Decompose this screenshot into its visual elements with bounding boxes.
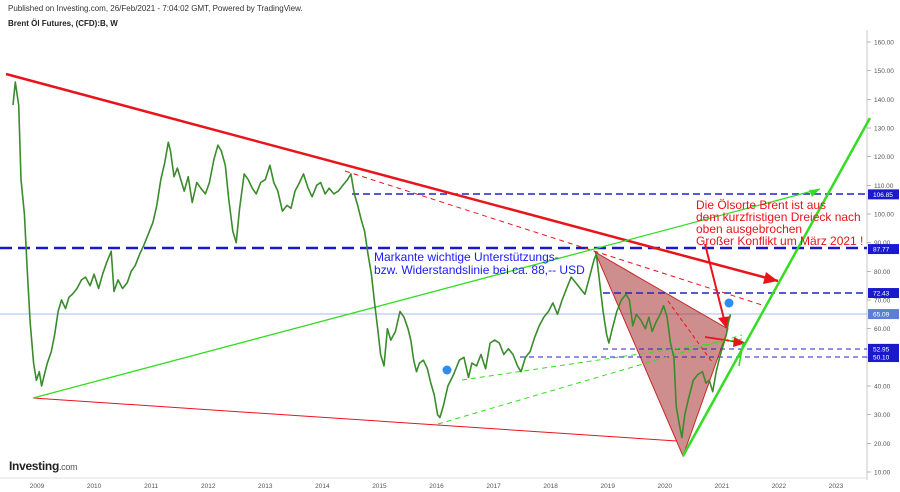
logo-suffix: .com (58, 462, 78, 472)
price-label-box (868, 343, 899, 354)
green-dashed-lower (437, 334, 743, 425)
investing-logo[interactable]: Investing.com (9, 459, 78, 473)
price-label-text: 87.77 (873, 247, 890, 254)
green-dashed-upper (461, 338, 743, 381)
price-label-box (868, 189, 899, 200)
x-tick-label: 2011 (144, 483, 158, 490)
x-tick-label: 2012 (201, 483, 216, 490)
annotation-arrow-line (704, 243, 725, 320)
chart-title: Brent Öl Futures, (CFD):B, W (8, 19, 118, 28)
green-long-channel (32, 188, 821, 399)
x-tick-label: 2021 (715, 483, 730, 490)
y-tick-label: 60.00 (874, 326, 891, 333)
price-label-text: 72.43 (873, 291, 890, 298)
published-caption: Published on Investing.com, 26/Feb/2021 … (8, 4, 303, 13)
x-tick-label: 2013 (258, 483, 273, 490)
price-label-text: 52.95 (873, 346, 890, 353)
y-tick-label: 20.00 (874, 441, 891, 448)
green-dashed-steep (682, 351, 741, 457)
x-tick-label: 2017 (486, 483, 501, 490)
y-tick-label: 40.00 (874, 384, 891, 391)
x-tick-label: 2009 (30, 483, 45, 490)
long-term-support-line (32, 397, 678, 442)
price-labels: 106.85 87.77 72.43 65.09 52.95 50.10 (868, 189, 899, 363)
x-tick-label: 2018 (543, 483, 558, 490)
price-label-text: 106.85 (873, 192, 893, 199)
price-label-box (868, 244, 899, 255)
support-annotation: Markante wichtige Unterstützungs- bzw. W… (374, 250, 585, 277)
x-tick-label: 2014 (315, 483, 330, 490)
x-tick-label: 2020 (658, 483, 673, 490)
green-small-arrow (738, 342, 744, 367)
x-tick-label: 2015 (372, 483, 387, 490)
price-series-line (12, 81, 732, 439)
price-label-box (868, 309, 899, 320)
x-axis: 2009 2010 2011 2012 2013 2014 2015 2016 2017 2018… (30, 483, 844, 490)
y-tick-label: 130.00 (874, 126, 894, 133)
long-term-resistance-arrowhead (763, 272, 778, 284)
y-tick-label: 120.00 (874, 154, 894, 161)
green-long-channel-arrowhead (809, 189, 820, 197)
red-dashed-inner (667, 300, 713, 363)
y-tick-label: 10.00 (874, 470, 891, 477)
y-tick-label: 90.00 (874, 240, 891, 247)
y-tick-label: 110.00 (874, 183, 894, 190)
logo-brand: Investing (9, 459, 59, 473)
event-marker-2021[interactable] (724, 298, 734, 308)
y-tick-label: 160.00 (874, 40, 894, 47)
short-term-triangle (593, 250, 729, 458)
x-tick-label: 2023 (829, 483, 844, 490)
y-tick-label: 30.00 (874, 412, 891, 419)
breakout-annotation: Die Ölsorte Brent ist aus dem kurzfristi… (696, 198, 864, 248)
price-label-text: 50.10 (873, 355, 890, 362)
y-tick-label: 140.00 (874, 97, 894, 104)
breakout-arrow-line (704, 336, 739, 343)
price-label-box (868, 352, 899, 363)
y-tick-label: 80.00 (874, 269, 891, 276)
y-tick-label: 150.00 (874, 68, 894, 75)
y-tick-label: 100.00 (874, 212, 894, 219)
y-axis: 10.0020.0030.0040.0050.0060.0070.0080.00… (867, 40, 894, 477)
x-tick-label: 2019 (600, 483, 615, 490)
y-tick-label: 70.00 (874, 298, 891, 305)
x-tick-label: 2010 (87, 483, 102, 490)
x-tick-label: 2016 (429, 483, 444, 490)
event-marker-2016[interactable] (442, 365, 452, 375)
price-label-box (868, 288, 899, 299)
red-dashed-channel (344, 170, 763, 306)
price-label-text: 65.09 (873, 312, 890, 319)
breakout-arrowhead (733, 337, 746, 347)
x-tick-label: 2022 (772, 483, 787, 490)
long-term-resistance-line (5, 72, 779, 283)
